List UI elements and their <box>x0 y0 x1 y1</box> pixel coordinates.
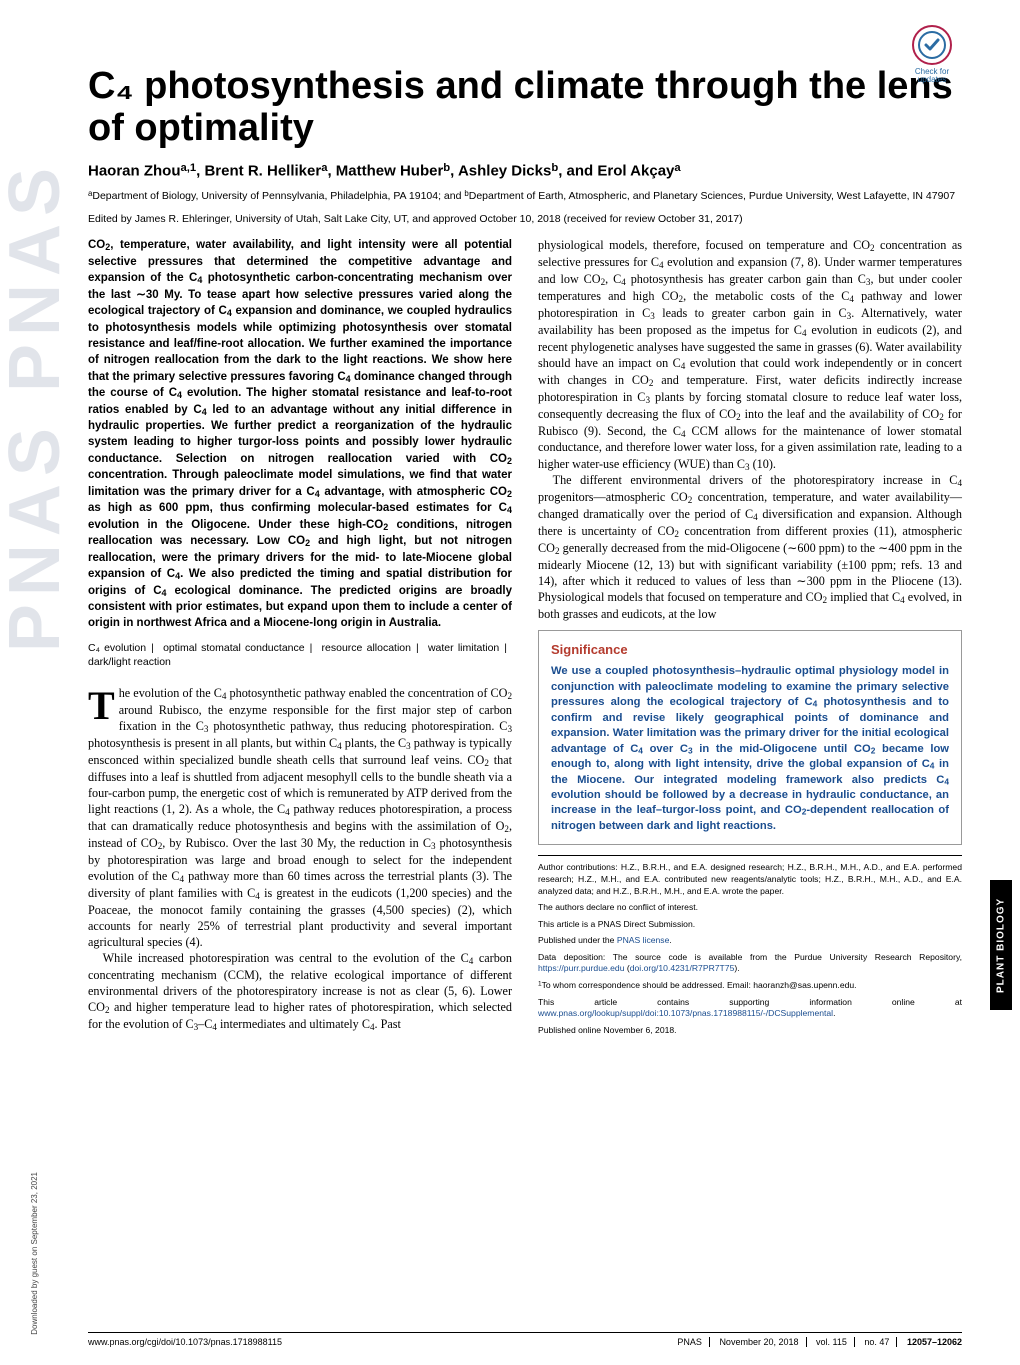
page: C₄ photosynthesis and climate through th… <box>0 0 1020 1081</box>
significance-text: We use a coupled photosynthesis–hydrauli… <box>551 664 949 834</box>
check-updates-label: Check for updates <box>904 68 960 85</box>
significance-box: Significance We use a coupled photosynth… <box>538 630 962 845</box>
license-line: Published under the PNAS license. <box>538 935 962 947</box>
author-contributions: Author contributions: H.Z., B.R.H., and … <box>538 862 962 897</box>
abstract: CO2, temperature, water availability, an… <box>88 237 512 631</box>
body-para-2: While increased photorespiration was cen… <box>88 950 512 1033</box>
affiliations: aDepartment of Biology, University of Pe… <box>88 189 962 203</box>
keyword: C₄ evolution <box>88 642 146 654</box>
data-deposition: Data deposition: The source code is avai… <box>538 952 962 975</box>
keywords: C₄ evolution| optimal stomatal conductan… <box>88 642 512 670</box>
published-online: Published online November 6, 2018. <box>538 1025 962 1037</box>
footer-citation: PNAS November 20, 2018 vol. 115 no. 47 1… <box>677 1337 962 1347</box>
check-updates-badge[interactable]: Check for updates <box>904 24 960 85</box>
conflict-statement: The authors declare no conflict of inter… <box>538 902 962 914</box>
keyword: water limitation <box>428 642 499 654</box>
direct-submission: This article is a PNAS Direct Submission… <box>538 919 962 931</box>
article-footnotes: Author contributions: H.Z., B.R.H., and … <box>538 855 962 1036</box>
supporting-info: This article contains supporting informa… <box>538 997 962 1020</box>
body-para-3: physiological models, therefore, focused… <box>538 237 962 472</box>
correspondence: 1To whom correspondence should be addres… <box>538 980 962 992</box>
keyword: resource allocation <box>322 642 411 654</box>
check-updates-icon <box>911 24 953 66</box>
two-column-body: CO2, temperature, water availability, an… <box>88 237 962 1041</box>
downloaded-tag: Downloaded by guest on September 23, 202… <box>30 1172 39 1335</box>
footnote-rule <box>538 855 962 856</box>
body-para-4: The different environmental drivers of t… <box>538 472 962 622</box>
footer-doi: www.pnas.org/cgi/doi/10.1073/pnas.171898… <box>88 1337 282 1347</box>
significance-heading: Significance <box>551 641 949 658</box>
edited-line: Edited by James R. Ehleringer, Universit… <box>88 213 962 225</box>
article-title: C₄ photosynthesis and climate through th… <box>88 66 962 150</box>
keyword: optimal stomatal conductance <box>163 642 305 654</box>
body-para-intro: The evolution of the C4 photosynthetic p… <box>88 685 512 950</box>
authors-line: Haoran Zhoua,1, Brent R. Hellikera, Matt… <box>88 162 962 180</box>
page-footer: www.pnas.org/cgi/doi/10.1073/pnas.171898… <box>88 1332 962 1347</box>
section-tab-plant-biology: PLANT BIOLOGY <box>990 880 1012 1010</box>
keyword: dark/light reaction <box>88 656 171 668</box>
